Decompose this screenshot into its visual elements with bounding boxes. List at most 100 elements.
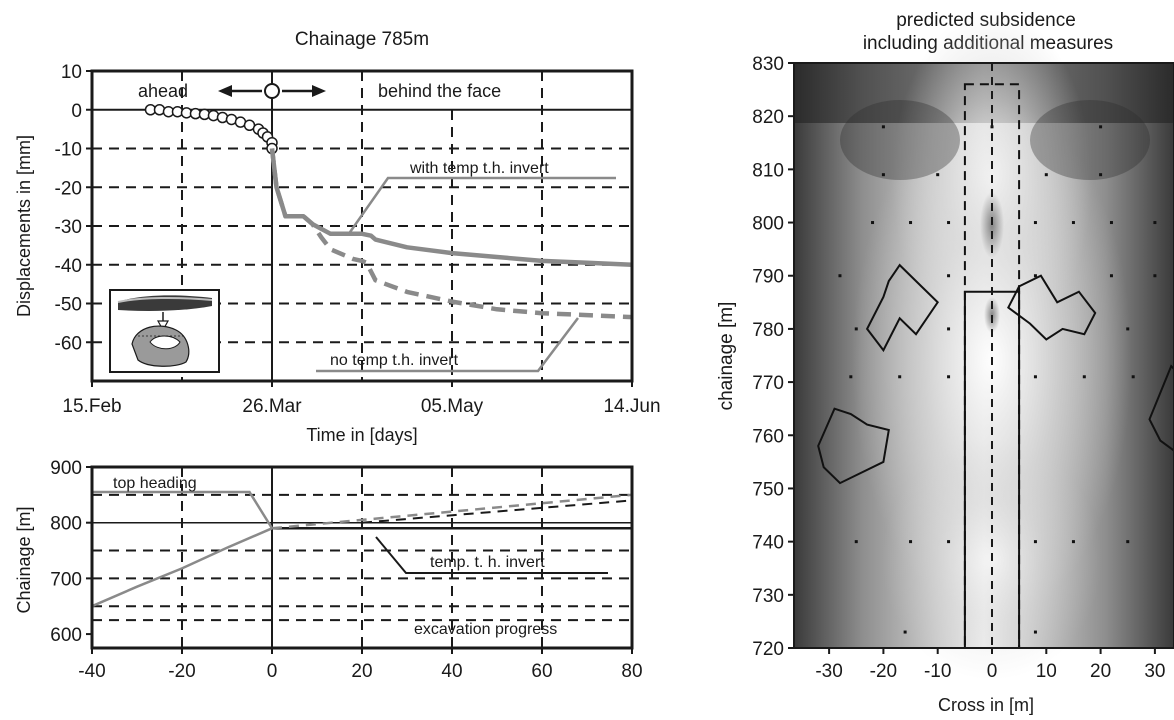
chart1-ytick-label: 0 [71,101,82,122]
monitoring-point [1071,221,1075,225]
invert-leader [375,536,608,574]
monitoring-point [898,375,902,379]
heatmap-ytick-label: 770 [752,373,784,394]
heatmap-ytick-label: 780 [752,320,784,341]
chart2-ylabel: Chainage [m] [14,506,34,613]
monitoring-point [936,173,940,177]
chart2-ytick-label: 800 [50,514,82,535]
heatmap-frame [793,62,1174,649]
building-outline [865,263,939,353]
chart1-ytick-label: -50 [55,295,82,316]
chart1-xtick-label: 15.Feb [62,396,121,417]
chart1-ylabel: Displacements in [mm] [14,135,34,317]
heatmap-xtick-label: -30 [815,661,842,682]
chart2-xtick-label: -20 [168,661,195,682]
top-heading-line [92,490,274,529]
monitoring-point [1033,630,1037,634]
behind-label: behind the face [378,81,501,101]
chart2-ytick-label: 900 [50,458,82,479]
monitoring-point [1126,327,1130,331]
behind-arrow-head [312,85,326,97]
heatmap-ytick-label: 800 [752,214,784,235]
monitoring-point [947,327,951,331]
chart2-xtick-label: 80 [621,661,642,682]
heatmap-ytick-label: 750 [752,479,784,500]
monitoring-point [838,274,842,278]
top-heading-label: top heading [113,475,197,492]
with-invert-leader [346,176,616,236]
chart1-xtick-label: 26.Mar [242,396,302,417]
chart1-ytick-label: -20 [55,178,82,199]
monitoring-point [871,221,875,225]
monitoring-point [1099,125,1103,129]
monitoring-point [1109,221,1113,225]
heatmap-ylabel: chainage [m] [716,302,737,411]
no-invert-leader [316,317,579,373]
with-invert-label: with temp t.h. invert [409,160,549,177]
heatmap-ytick-label: 740 [752,533,784,554]
monitoring-point [1044,173,1048,177]
chart1-ytick-label: -60 [55,333,82,354]
monitoring-point [1033,221,1037,225]
monitoring-point [1082,375,1086,379]
excavation-label: excavation progress [414,621,557,638]
monitoring-point [1153,221,1157,225]
monitoring-point [1033,274,1037,278]
monitoring-point [1126,540,1130,544]
monitoring-point [1033,540,1037,544]
chart2-xtick-label: -40 [78,661,105,682]
monitoring-point [947,221,951,225]
heatmap-ytick-label: 810 [752,160,784,181]
series-no-invert [269,148,633,320]
heatmap-ytick-label: 820 [752,107,784,128]
monitoring-point [903,630,907,634]
no-invert-label: no temp t.h. invert [330,352,459,369]
series-excavation [271,493,633,530]
monitoring-point [909,540,913,544]
chart2-ytick-label: 600 [50,625,82,646]
heatmap-xtick-label: 20 [1090,661,1111,682]
chart1-xtick-label: 14.Jun [603,396,660,417]
tunnel-sketch-icon [109,289,220,373]
monitoring-point [854,540,858,544]
chart1-xlabel: Time in [days] [306,425,417,445]
chart1-ytick-label: 10 [61,62,82,83]
heatmap-xlabel: Cross in [m] [938,695,1034,715]
chart2-xtick-label: 20 [351,661,372,682]
monitoring-point [1153,274,1157,278]
chart1-title: Chainage 785m [295,29,429,50]
series-excavation-invert [361,499,633,524]
ahead-label: ahead [138,81,188,101]
series-top-heading [91,527,273,608]
invert-label: temp. t. h. invert [430,554,545,571]
heatmap-xtick-label: -10 [924,661,951,682]
monitoring-point [947,375,951,379]
heatmap-xtick-label: 10 [1036,661,1057,682]
monitoring-point [1099,173,1103,177]
chart2-ytick-label: 700 [50,569,82,590]
heatmap-xtick-label: -20 [870,661,897,682]
heatmap-ytick-label: 760 [752,426,784,447]
heatmap-ytick-label: 730 [752,586,784,607]
chart2-xtick-label: 60 [531,661,552,682]
chart1-xtick-label: 05.May [421,396,484,417]
monitoring-point [881,173,885,177]
chart1-ytick-label: -40 [55,256,82,277]
monitoring-point [1109,274,1113,278]
monitoring-point [881,125,885,129]
ahead-arrow-head [218,85,232,97]
chart2-xtick-label: 0 [267,661,278,682]
monitoring-point [1071,540,1075,544]
building-outline [1007,274,1097,341]
monitoring-point [947,274,951,278]
building-outline [1148,364,1174,452]
monitoring-point [854,327,858,331]
building-outline [817,407,890,485]
heatmap-ytick-label: 720 [752,639,784,660]
chart1-ytick-label: -30 [55,217,82,238]
face-marker [264,83,280,99]
monitoring-point [1033,375,1037,379]
heatmap-ytick-label: 830 [752,54,784,75]
heatmap-xtick-label: 0 [987,661,998,682]
